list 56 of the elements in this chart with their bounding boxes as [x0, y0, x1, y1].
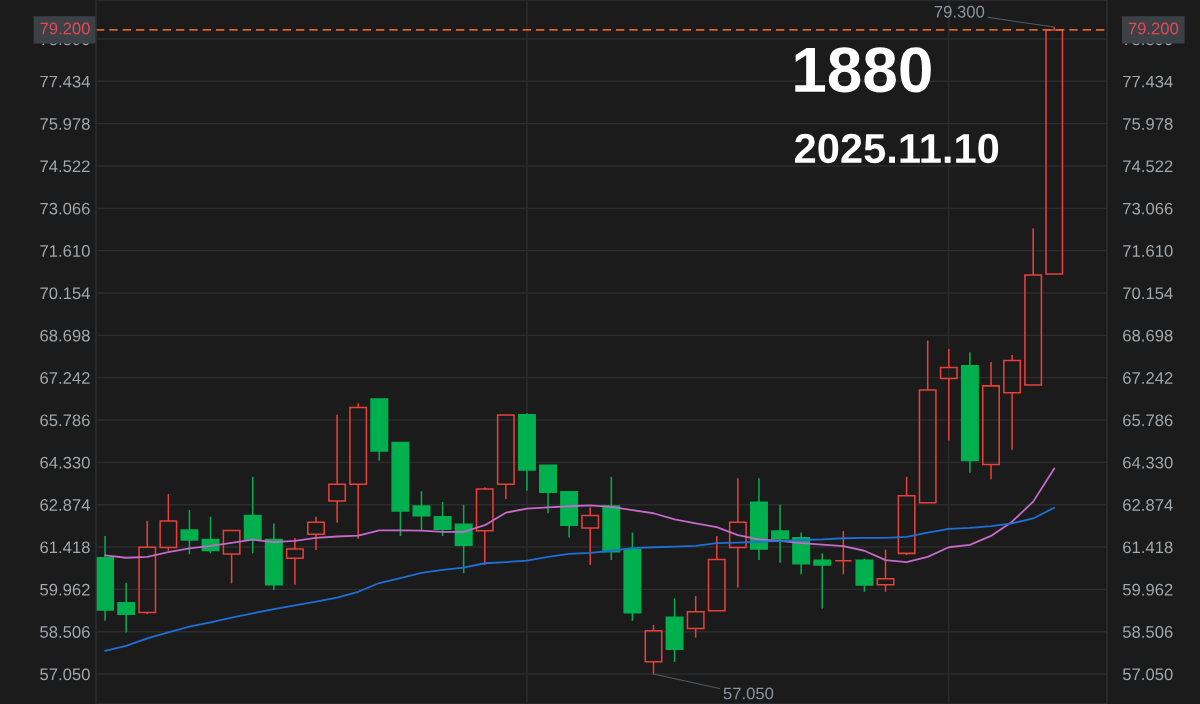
y2-tick-label: 71.610 [1123, 245, 1173, 257]
y2-tick-label: 59.962 [1122, 583, 1173, 596]
annotation: 79.300 [934, 5, 985, 18]
y-tick-label: 65.786 [40, 414, 90, 427]
y-tick-label: 67.242 [40, 372, 90, 384]
y-tick-label: 73.066 [40, 202, 90, 215]
candlestick [960, 351, 979, 474]
candlestick [813, 552, 832, 610]
candlestick [264, 522, 283, 591]
y-tick-label: 58.506 [40, 626, 90, 638]
y2-tick-label: 64.330 [1123, 456, 1173, 469]
candlestick [349, 402, 368, 540]
candlestick [771, 504, 790, 564]
annotation: 57.050 [723, 687, 774, 700]
y-tick-label: 74.522 [40, 160, 90, 173]
y2-tick-label: 68.698 [1123, 329, 1173, 342]
y-tick-label: 75.978 [40, 118, 90, 130]
y2-tick-label: 65.786 [1123, 414, 1173, 427]
y-tick-label: 77.434 [40, 75, 90, 88]
y2-tick-label: 61.418 [1123, 541, 1173, 554]
y-tick-label: 57.050 [40, 668, 90, 681]
candlestick [454, 504, 473, 574]
y2-tick-label: 70.154 [1123, 287, 1173, 300]
y2-tick-label: 67.242 [1123, 372, 1173, 384]
y2-tick-label: 57.050 [1122, 668, 1173, 681]
y-tick-label: 68.698 [40, 329, 90, 342]
line-series [104, 506, 1056, 652]
y-tick-label: 71.610 [40, 245, 90, 257]
candlestick [939, 348, 958, 442]
candlestick [307, 515, 325, 551]
line-series [104, 467, 1056, 563]
text: 79.200 [1128, 22, 1179, 35]
text: 2025.11.10 [795, 133, 999, 164]
candlestick [1003, 354, 1022, 451]
y2-tick-label: 73.066 [1123, 202, 1173, 215]
candlestick [117, 581, 136, 634]
candlestick [96, 535, 115, 622]
candlestick [328, 413, 347, 524]
y-tick-label: 62.874 [40, 499, 90, 511]
candlestick [581, 506, 600, 566]
candlestick [981, 361, 1000, 480]
y2-tick-label: 75.978 [1123, 118, 1173, 130]
y2-tick-label: 58.506 [1122, 626, 1173, 638]
y-tick-label: 61.418 [40, 541, 90, 554]
candlestick [749, 477, 768, 561]
y-tick-label: 70.154 [40, 287, 90, 300]
text: 1880 [795, 47, 931, 93]
y2-tick-label: 77.434 [1123, 75, 1173, 88]
y2-tick-label: 62.874 [1123, 499, 1173, 511]
ref-line-label: 79.200 [40, 22, 90, 35]
candlestick [285, 537, 304, 586]
y-tick-label: 64.330 [40, 456, 90, 469]
candlestick [517, 413, 536, 492]
candlestick [728, 477, 747, 589]
y-tick-label: 59.962 [40, 583, 90, 596]
y2-tick-label: 74.522 [1123, 160, 1173, 173]
